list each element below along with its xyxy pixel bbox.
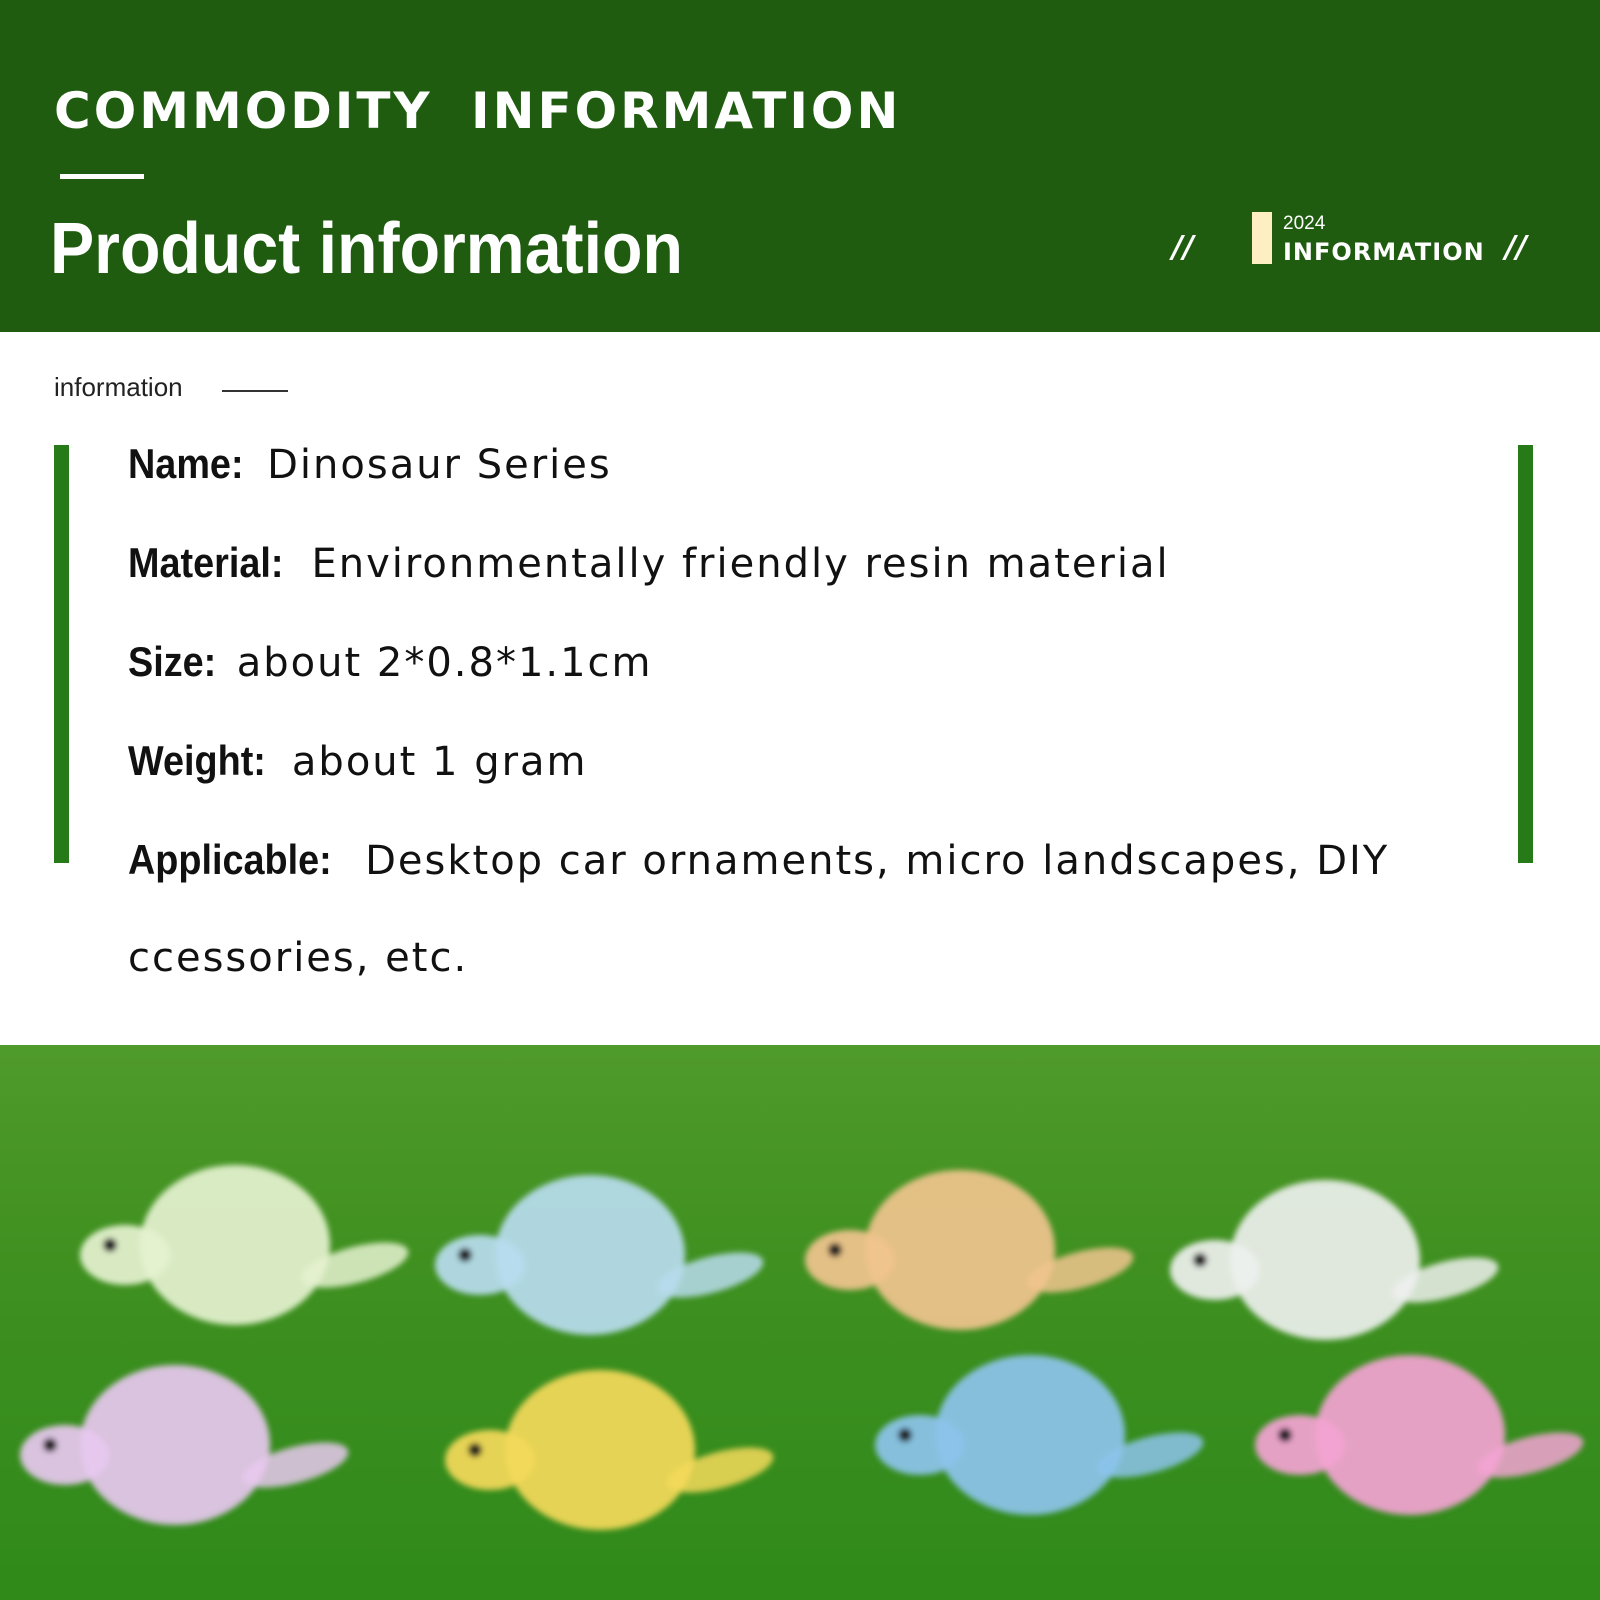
detail-label: Material: bbox=[128, 539, 284, 586]
dinosaur-figurine bbox=[20, 1365, 349, 1525]
dinosaur-figurine bbox=[805, 1170, 1134, 1330]
header-banner: COMMODITY INFORMATION Product informatio… bbox=[0, 0, 1600, 332]
detail-label: Applicable: bbox=[128, 836, 332, 883]
detail-applicable-continued: ccessories, etc. bbox=[128, 935, 469, 981]
page-title: Product information bbox=[50, 209, 683, 289]
dinosaur-figurine bbox=[80, 1165, 409, 1325]
detail-value: Environmentally friendly resin material bbox=[311, 541, 1170, 587]
detail-value: about 2*0.8*1.1cm bbox=[236, 640, 653, 686]
badge-year: 2024 bbox=[1283, 213, 1326, 234]
dinosaur-figurine bbox=[1255, 1355, 1584, 1515]
dinosaur-figurine bbox=[445, 1370, 774, 1530]
section-label-line bbox=[222, 390, 288, 392]
left-accent-bar bbox=[54, 445, 69, 863]
section-label: information bbox=[54, 372, 183, 402]
detail-label: Name: bbox=[128, 440, 244, 487]
right-accent-bar bbox=[1518, 445, 1533, 863]
badge-bar-icon bbox=[1252, 212, 1272, 264]
slash-left: // bbox=[1172, 230, 1194, 265]
detail-label: Weight: bbox=[128, 737, 266, 784]
heading-english: COMMODITY INFORMATION bbox=[54, 82, 902, 140]
detail-material: Material: Environmentally friendly resin… bbox=[128, 539, 1170, 587]
dinosaur-figurine bbox=[1170, 1180, 1499, 1340]
heading-divider bbox=[60, 174, 144, 179]
detail-size: Size: about 2*0.8*1.1cm bbox=[128, 638, 653, 686]
product-photo bbox=[0, 1045, 1600, 1600]
badge-label: INFORMATION bbox=[1283, 238, 1485, 266]
slash-right: // bbox=[1505, 230, 1527, 265]
dinosaur-figurine bbox=[435, 1175, 764, 1335]
dinosaur-figurine bbox=[875, 1355, 1204, 1515]
detail-name: Name: Dinosaur Series bbox=[128, 440, 612, 488]
detail-applicable: Applicable: Desktop car ornaments, micro… bbox=[128, 836, 1389, 884]
detail-weight: Weight: about 1 gram bbox=[128, 737, 588, 785]
detail-value: Desktop car ornaments, micro landscapes,… bbox=[365, 838, 1390, 884]
detail-value: Dinosaur Series bbox=[267, 442, 612, 488]
detail-value: about 1 gram bbox=[291, 739, 588, 785]
detail-label: Size: bbox=[128, 638, 217, 685]
